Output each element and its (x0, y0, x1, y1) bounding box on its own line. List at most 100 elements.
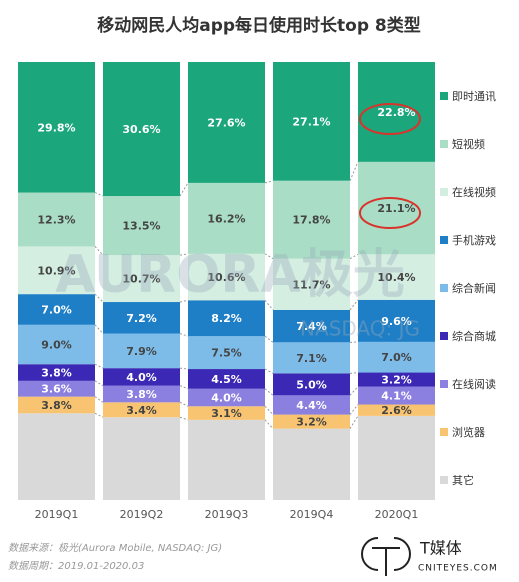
connector-line (264, 368, 274, 374)
data-label: 9.0% (41, 339, 72, 352)
watermark: AURORA极光 (55, 245, 404, 305)
connector-line (179, 367, 189, 370)
highlight-ellipse (359, 103, 421, 135)
logo-url: CNITEYES.COM (418, 564, 498, 574)
legend-label: 在线阅读 (452, 377, 496, 391)
legend-swatch (440, 428, 448, 436)
data-label: 4.5% (211, 373, 242, 386)
data-label: 16.2% (207, 212, 245, 225)
data-label: 7.9% (126, 345, 157, 358)
bar-segment (273, 342, 350, 374)
connector-line (264, 388, 274, 396)
bar-segment (18, 62, 95, 193)
legend-label: 短视频 (452, 137, 485, 151)
x-tick-label: 2020Q1 (375, 508, 419, 521)
connector-line (179, 253, 189, 256)
connector-line (264, 335, 274, 343)
bar-segment (188, 388, 265, 407)
data-label: 10.4% (377, 271, 415, 284)
connector-line (179, 401, 189, 407)
bar-segment (358, 161, 435, 255)
bar-segment (358, 404, 435, 416)
bar-segment (273, 414, 350, 429)
x-tick-label: 2019Q3 (205, 508, 249, 521)
connector-line (349, 415, 359, 429)
data-label: 7.0% (381, 351, 412, 364)
data-label: 7.5% (211, 347, 242, 360)
bar-segment (273, 258, 350, 310)
data-label: 12.3% (37, 213, 75, 226)
watermark: NASDAQ: JG (300, 317, 420, 341)
data-label: 4.1% (381, 390, 412, 403)
bar-segment (358, 372, 435, 387)
connector-line (179, 333, 189, 337)
bar-segment (358, 299, 435, 342)
legend-label: 在线视频 (452, 185, 496, 199)
bar-segment (188, 369, 265, 389)
bar-segment (273, 180, 350, 259)
data-label: 27.1% (292, 115, 330, 128)
bar-segment (358, 415, 435, 500)
connector-line (179, 385, 189, 390)
bar-segment (188, 62, 265, 183)
logo-icon (361, 537, 411, 576)
data-label: 7.0% (41, 303, 72, 316)
connector-line (179, 299, 189, 303)
data-label: 21.1% (377, 202, 415, 215)
bar-segment (103, 385, 180, 403)
legend-label: 浏览器 (452, 425, 485, 439)
connector-line (94, 380, 104, 387)
connector-line (264, 180, 274, 184)
data-label: 3.8% (126, 388, 157, 401)
data-label: 3.4% (126, 404, 157, 417)
bar-segment (18, 324, 95, 365)
connector-line (264, 405, 274, 415)
bar-segment (188, 406, 265, 420)
legend-label: 综合新闻 (452, 281, 496, 295)
legend-swatch (440, 236, 448, 244)
data-label: 4.0% (211, 392, 242, 405)
bar-segment (18, 192, 95, 247)
legend-swatch (440, 188, 448, 196)
data-label: 3.8% (41, 399, 72, 412)
data-label: 11.7% (292, 278, 330, 291)
data-label: 10.9% (37, 264, 75, 277)
x-tick-label: 2019Q4 (290, 508, 334, 521)
bar-segment (273, 62, 350, 181)
connector-line (94, 324, 104, 334)
data-label: 9.6% (381, 315, 412, 328)
data-label: 2.6% (381, 404, 412, 417)
connector-line (349, 253, 359, 260)
bar-segment (18, 294, 95, 325)
connector-line (349, 372, 359, 374)
data-label: 3.1% (211, 407, 242, 420)
bar-segment (273, 309, 350, 343)
bar-segment (358, 341, 435, 373)
connector-line (94, 192, 104, 197)
bar-segment (103, 302, 180, 334)
highlight-ellipse (359, 197, 421, 229)
connector-line (179, 416, 189, 421)
connector-line (94, 293, 104, 303)
connector-line (349, 386, 359, 396)
data-label: 3.8% (41, 367, 72, 380)
bar-segment (188, 300, 265, 337)
legend-label: 即时通讯 (452, 90, 496, 103)
data-label: 3.6% (41, 383, 72, 396)
bar-segment (358, 386, 435, 405)
legend-swatch (440, 332, 448, 340)
data-label: 17.8% (292, 214, 330, 227)
bar-segment (18, 246, 95, 295)
bar-segment (358, 254, 435, 300)
legend-swatch (440, 380, 448, 388)
legend-label: 手机游戏 (452, 233, 496, 247)
connector-line (264, 253, 274, 260)
bar-segment (18, 380, 95, 397)
data-label: 22.8% (377, 106, 415, 119)
data-label: 3.2% (381, 374, 412, 387)
bar-segment (188, 253, 265, 301)
data-label: 29.8% (37, 121, 75, 134)
connector-line (179, 182, 189, 197)
source-note: 数据来源：极光(Aurora Mobile, NASDAQ: JG) (8, 542, 222, 554)
bar-segment (188, 182, 265, 254)
